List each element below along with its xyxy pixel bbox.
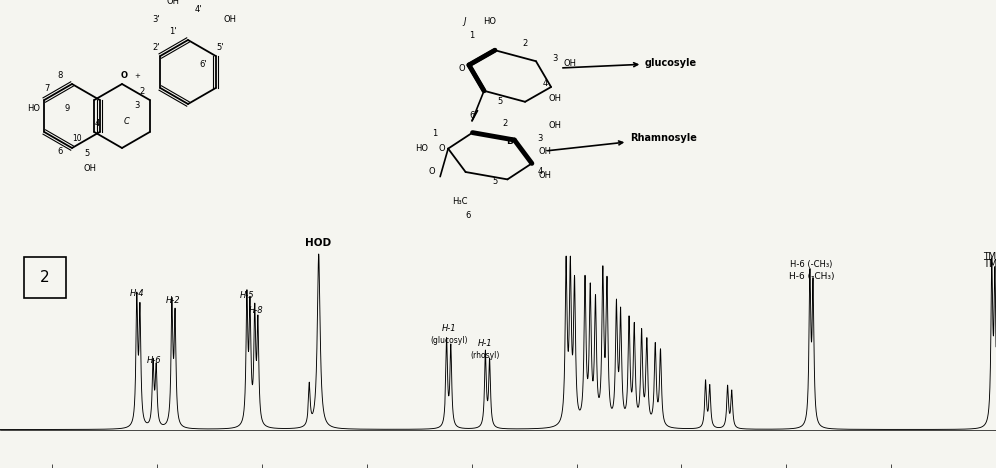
Text: 3: 3 bbox=[134, 101, 139, 110]
Text: 7: 7 bbox=[44, 84, 50, 93]
Text: HO: HO bbox=[483, 17, 496, 26]
Text: 6': 6' bbox=[199, 60, 207, 69]
Text: O: O bbox=[121, 71, 127, 80]
Text: 4: 4 bbox=[543, 79, 548, 88]
Text: H₃C: H₃C bbox=[452, 197, 468, 206]
Text: OH: OH bbox=[166, 0, 179, 6]
Text: 2': 2' bbox=[152, 43, 159, 52]
Text: (glucosyl): (glucosyl) bbox=[430, 336, 467, 344]
Text: 5: 5 bbox=[492, 177, 498, 186]
Text: H-1: H-1 bbox=[441, 324, 456, 333]
Text: H-6 (-CH₃): H-6 (-CH₃) bbox=[789, 272, 835, 281]
Text: J: J bbox=[464, 17, 466, 26]
Text: B: B bbox=[507, 137, 513, 146]
Text: 9: 9 bbox=[65, 104, 70, 113]
Text: OH: OH bbox=[564, 59, 577, 68]
Text: 3: 3 bbox=[537, 134, 543, 143]
Text: HO: HO bbox=[28, 104, 41, 113]
Text: OH: OH bbox=[223, 15, 236, 24]
Text: H-2: H-2 bbox=[166, 295, 181, 305]
Text: 2: 2 bbox=[502, 119, 508, 128]
Text: OH: OH bbox=[539, 171, 552, 180]
Text: 4: 4 bbox=[95, 119, 100, 128]
Text: OH: OH bbox=[84, 164, 97, 173]
Text: 4: 4 bbox=[538, 167, 543, 176]
Text: +: + bbox=[134, 73, 139, 79]
FancyBboxPatch shape bbox=[24, 257, 66, 298]
Text: OH: OH bbox=[549, 121, 562, 130]
Text: 1: 1 bbox=[432, 129, 437, 138]
Text: O: O bbox=[428, 167, 435, 176]
Text: 5: 5 bbox=[85, 149, 90, 158]
Text: HO: HO bbox=[415, 144, 428, 153]
Text: OH: OH bbox=[549, 94, 562, 103]
Text: 2: 2 bbox=[40, 270, 50, 285]
Text: 10: 10 bbox=[72, 134, 82, 143]
Text: 1': 1' bbox=[169, 27, 176, 36]
Text: H-5: H-5 bbox=[240, 291, 255, 300]
Text: 6: 6 bbox=[465, 211, 471, 220]
Text: H-6: H-6 bbox=[146, 356, 161, 365]
Text: H-6 (-CH₃): H-6 (-CH₃) bbox=[790, 260, 833, 270]
Text: 5: 5 bbox=[497, 97, 503, 106]
Text: HOD: HOD bbox=[305, 238, 331, 248]
Text: 6: 6 bbox=[469, 111, 475, 120]
Text: H-4: H-4 bbox=[129, 289, 144, 298]
Text: O: O bbox=[459, 64, 465, 73]
Text: Rhamnosyle: Rhamnosyle bbox=[548, 133, 697, 151]
Text: 3': 3' bbox=[152, 15, 159, 24]
Text: TMS: TMS bbox=[983, 252, 996, 261]
Text: (rhosyl): (rhosyl) bbox=[471, 351, 500, 360]
Text: glucosyle: glucosyle bbox=[563, 58, 697, 68]
Text: H-1: H-1 bbox=[478, 339, 493, 348]
Text: 8: 8 bbox=[58, 71, 63, 80]
Text: O: O bbox=[438, 144, 445, 153]
Text: C: C bbox=[124, 117, 129, 126]
Text: 4': 4' bbox=[194, 5, 202, 14]
Text: 1: 1 bbox=[469, 31, 475, 40]
Text: 6: 6 bbox=[58, 147, 63, 156]
Text: TMS: TMS bbox=[983, 259, 996, 270]
Text: 2: 2 bbox=[139, 87, 144, 96]
Text: 5': 5' bbox=[216, 43, 224, 52]
Text: OH: OH bbox=[539, 147, 552, 156]
Text: 2: 2 bbox=[522, 39, 528, 48]
Text: H-8: H-8 bbox=[249, 306, 263, 314]
Text: 3: 3 bbox=[553, 54, 558, 63]
